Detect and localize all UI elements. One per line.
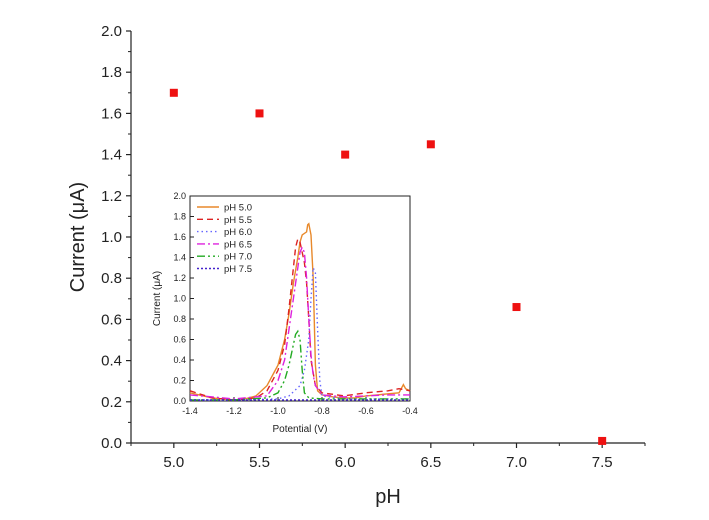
inset-plot: 0.0 0.2 0.4 0.6 0.8 1.0 1.2 1.4 1.6 1.8 2.0 -1.4 -1.… bbox=[152, 191, 418, 435]
y-tick-label: 2.0 bbox=[101, 23, 122, 40]
inset-x-tick-label: -0.8 bbox=[314, 406, 330, 416]
x-axis-title: pH bbox=[375, 486, 401, 508]
inset-x-tick-label: -1.0 bbox=[270, 406, 286, 416]
inset-x-tick-label: -1.2 bbox=[226, 406, 242, 416]
legend-label: pH 7.0 bbox=[224, 252, 252, 263]
series-line-ph-5-5 bbox=[189, 237, 411, 401]
data-point bbox=[426, 140, 435, 149]
data-point bbox=[598, 436, 607, 445]
inset-y-tick-label: 1.8 bbox=[173, 212, 186, 222]
data-point bbox=[169, 88, 178, 97]
data-point bbox=[255, 109, 264, 118]
y-axis-title: Current (μA) bbox=[67, 182, 89, 292]
x-tick-label: 5.0 bbox=[163, 454, 184, 471]
inset-x-tick-label: -0.6 bbox=[358, 406, 374, 416]
inset-y-tick-label: 0.8 bbox=[173, 314, 186, 324]
inset-y-tick-label: 0.0 bbox=[173, 396, 186, 406]
y-tick-label: 0.8 bbox=[101, 270, 122, 287]
inset-y-tick-label: 1.4 bbox=[173, 253, 186, 263]
y-tick-label: 1.0 bbox=[101, 229, 122, 246]
inset-frame bbox=[189, 195, 411, 402]
y-tick-label: 0.2 bbox=[101, 394, 122, 411]
y-tick-label: 0.6 bbox=[101, 311, 122, 328]
y-tick-label: 0.4 bbox=[101, 353, 122, 370]
data-point bbox=[341, 150, 350, 159]
inset-x-axis-title: Potential (V) bbox=[272, 424, 327, 435]
y-tick-label: 1.4 bbox=[101, 147, 122, 164]
x-tick-label: 6.0 bbox=[335, 454, 356, 471]
inset-y-tick-label: 1.6 bbox=[173, 232, 186, 242]
legend-label: pH 7.5 bbox=[224, 264, 252, 275]
series-line-ph-7-0 bbox=[190, 329, 410, 401]
series-line-ph-6-5 bbox=[189, 245, 410, 400]
x-tick-label: 5.5 bbox=[249, 454, 270, 471]
legend-label: pH 5.0 bbox=[224, 203, 252, 214]
legend-label: pH 6.5 bbox=[224, 239, 252, 250]
inset-x-tick-label: -1.4 bbox=[182, 406, 198, 416]
y-tick-label: 1.2 bbox=[101, 188, 122, 205]
inset-y-tick-label: 0.2 bbox=[173, 376, 186, 386]
inset-y-axis-title: Current (μA) bbox=[152, 271, 163, 326]
legend-label: pH 5.5 bbox=[224, 215, 252, 226]
x-tick-label: 7.0 bbox=[506, 454, 527, 471]
y-tick-label: 0.0 bbox=[101, 435, 122, 452]
y-tick-label: 1.6 bbox=[101, 105, 122, 122]
legend-label: pH 6.0 bbox=[224, 227, 252, 238]
inset-y-tick-label: 1.2 bbox=[173, 273, 186, 283]
inset-x-tick-label: -0.4 bbox=[402, 406, 418, 416]
x-tick-label: 6.5 bbox=[420, 454, 441, 471]
main-plot: 0.0 0.2 0.4 0.6 0.8 1.0 1.2 1.4 1.6 1.8 2.0 5.0 5.5 6… bbox=[67, 23, 646, 508]
inset-y-tick-label: 1.0 bbox=[173, 294, 186, 304]
y-tick-label: 1.8 bbox=[101, 64, 122, 81]
inset-y-tick-label: 0.4 bbox=[173, 355, 186, 365]
inset-y-tick-label: 2.0 bbox=[173, 191, 186, 201]
x-tick-label: 7.5 bbox=[592, 454, 613, 471]
data-point bbox=[512, 303, 521, 312]
series-line-ph-6-0 bbox=[190, 267, 410, 401]
inset-y-tick-label: 0.6 bbox=[173, 335, 186, 345]
